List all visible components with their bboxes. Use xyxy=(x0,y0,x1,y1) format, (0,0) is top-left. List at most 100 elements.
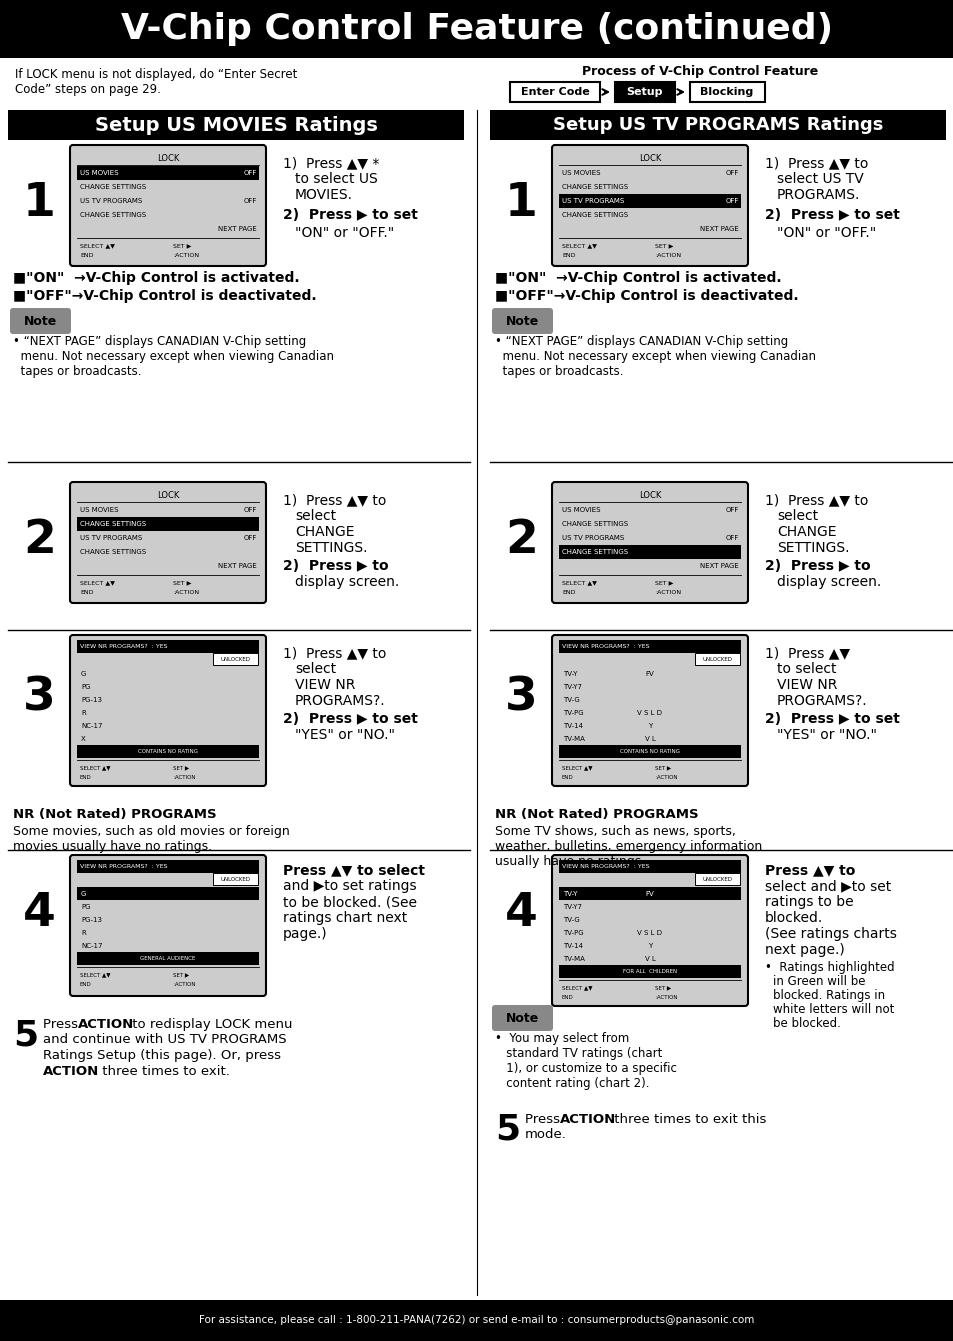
Text: US MOVIES: US MOVIES xyxy=(80,170,118,176)
Text: page.): page.) xyxy=(283,927,327,941)
Text: END: END xyxy=(561,995,573,999)
Text: Press ▲▼ to: Press ▲▼ to xyxy=(764,864,855,877)
Text: Ratings Setup (this page). Or, press: Ratings Setup (this page). Or, press xyxy=(43,1049,281,1062)
Text: SELECT ▲▼: SELECT ▲▼ xyxy=(80,972,111,978)
Text: For assistance, please call : 1-800-211-PANA(7262) or send e-mail to : consumerp: For assistance, please call : 1-800-211-… xyxy=(199,1316,754,1325)
Text: 1)  Press ▲▼ to: 1) Press ▲▼ to xyxy=(283,646,386,660)
Text: "YES" or "NO.": "YES" or "NO." xyxy=(776,728,876,742)
Text: PROGRAMS?.: PROGRAMS?. xyxy=(776,695,866,708)
Text: SET ▶: SET ▶ xyxy=(172,244,192,248)
Text: to be blocked. (See: to be blocked. (See xyxy=(283,894,416,909)
Text: :ACTION: :ACTION xyxy=(172,982,195,987)
Text: 4: 4 xyxy=(504,890,537,936)
Text: OFF: OFF xyxy=(725,507,739,514)
Text: CHANGE SETTINGS: CHANGE SETTINGS xyxy=(80,184,146,190)
Text: END: END xyxy=(80,775,91,779)
Text: US TV PROGRAMS: US TV PROGRAMS xyxy=(80,198,142,204)
Text: CONTAINS NO RATING: CONTAINS NO RATING xyxy=(619,748,679,754)
Text: blocked.: blocked. xyxy=(764,911,822,925)
Bar xyxy=(558,746,740,758)
Bar xyxy=(77,886,258,900)
Text: VIEW NR: VIEW NR xyxy=(294,679,355,692)
Text: SELECT ▲▼: SELECT ▲▼ xyxy=(561,581,597,586)
Text: 2: 2 xyxy=(23,518,56,562)
Text: FV: FV xyxy=(645,670,654,676)
Text: OFF: OFF xyxy=(243,170,256,176)
Text: 2)  Press ▶ to: 2) Press ▶ to xyxy=(764,559,870,573)
Bar xyxy=(0,0,953,58)
Text: CHANGE: CHANGE xyxy=(776,524,836,539)
Text: Note: Note xyxy=(505,315,538,327)
Bar xyxy=(695,873,740,885)
Bar xyxy=(558,860,740,873)
Text: "ON" or "OFF.": "ON" or "OFF." xyxy=(776,227,876,240)
Text: select US TV: select US TV xyxy=(776,172,862,186)
Text: V-Chip Control Feature (continued): V-Chip Control Feature (continued) xyxy=(121,12,832,46)
Text: UNLOCKED: UNLOCKED xyxy=(702,877,732,881)
Text: TV-PG: TV-PG xyxy=(562,929,583,936)
Text: VIEW NR PROGRAMS?  : YES: VIEW NR PROGRAMS? : YES xyxy=(80,644,168,649)
Text: TV-14: TV-14 xyxy=(562,723,582,728)
Text: TV-Y: TV-Y xyxy=(562,670,577,676)
Text: Some TV shows, such as news, sports,
weather, bulletins, emergency information
u: Some TV shows, such as news, sports, wea… xyxy=(495,825,761,868)
Text: CHANGE SETTINGS: CHANGE SETTINGS xyxy=(561,184,627,190)
Text: NC-17: NC-17 xyxy=(81,943,102,948)
Text: ■"OFF"→V-Chip Control is deactivated.: ■"OFF"→V-Chip Control is deactivated. xyxy=(495,290,798,303)
Text: END: END xyxy=(561,252,575,257)
Text: 1)  Press ▲▼ to: 1) Press ▲▼ to xyxy=(283,493,386,507)
Text: NEXT PAGE: NEXT PAGE xyxy=(218,227,256,232)
Text: mode.: mode. xyxy=(524,1128,566,1141)
Text: select and ▶to set: select and ▶to set xyxy=(764,878,890,893)
Bar xyxy=(615,82,675,102)
Text: LOCK: LOCK xyxy=(156,491,179,499)
Text: Setup: Setup xyxy=(626,87,662,97)
Text: select: select xyxy=(776,510,818,523)
Text: R: R xyxy=(81,709,86,716)
Text: 2)  Press ▶ to: 2) Press ▶ to xyxy=(283,559,388,573)
Text: US MOVIES: US MOVIES xyxy=(561,507,599,514)
Text: ACTION: ACTION xyxy=(559,1113,616,1126)
FancyBboxPatch shape xyxy=(552,145,747,266)
Text: display screen.: display screen. xyxy=(294,575,399,589)
Text: OFF: OFF xyxy=(243,198,256,204)
Text: :ACTION: :ACTION xyxy=(655,775,677,779)
Text: X: X xyxy=(81,735,86,742)
Text: SELECT ▲▼: SELECT ▲▼ xyxy=(561,244,597,248)
Bar xyxy=(490,110,945,139)
Text: white letters will not: white letters will not xyxy=(772,1003,893,1016)
Text: ■"ON"  →V-Chip Control is activated.: ■"ON" →V-Chip Control is activated. xyxy=(495,271,781,286)
Text: CHANGE SETTINGS: CHANGE SETTINGS xyxy=(80,522,146,527)
Text: UNLOCKED: UNLOCKED xyxy=(221,657,251,661)
FancyBboxPatch shape xyxy=(70,856,266,996)
Text: LOCK: LOCK xyxy=(639,491,660,499)
Text: V L: V L xyxy=(644,735,655,742)
Text: Setup US TV PROGRAMS Ratings: Setup US TV PROGRAMS Ratings xyxy=(552,117,882,134)
Text: V L: V L xyxy=(644,956,655,961)
Text: PROGRAMS.: PROGRAMS. xyxy=(776,188,860,202)
Text: 2: 2 xyxy=(504,518,537,562)
Text: NC-17: NC-17 xyxy=(81,723,102,728)
Text: GENERAL AUDIENCE: GENERAL AUDIENCE xyxy=(140,956,195,960)
Text: NR (Not Rated) PROGRAMS: NR (Not Rated) PROGRAMS xyxy=(495,809,698,821)
Text: three times to exit.: three times to exit. xyxy=(98,1065,230,1078)
Text: PG: PG xyxy=(81,684,91,689)
Bar xyxy=(558,966,740,978)
Text: END: END xyxy=(80,252,93,257)
Text: SELECT ▲▼: SELECT ▲▼ xyxy=(80,244,114,248)
Text: Y: Y xyxy=(647,943,652,948)
Text: and continue with US TV PROGRAMS: and continue with US TV PROGRAMS xyxy=(43,1033,286,1046)
Text: :ACTION: :ACTION xyxy=(172,590,199,594)
Text: END: END xyxy=(80,982,91,987)
Text: 5: 5 xyxy=(495,1113,519,1147)
Text: G: G xyxy=(81,890,87,897)
Text: next page.): next page.) xyxy=(764,943,843,957)
Text: SELECT ▲▼: SELECT ▲▼ xyxy=(561,986,592,991)
Text: TV-14: TV-14 xyxy=(562,943,582,948)
Text: TV-G: TV-G xyxy=(562,916,579,923)
Text: 2)  Press ▶ to set: 2) Press ▶ to set xyxy=(764,712,899,725)
Text: V S L D: V S L D xyxy=(637,929,661,936)
Text: OFF: OFF xyxy=(725,170,739,176)
Text: VIEW NR PROGRAMS?  : YES: VIEW NR PROGRAMS? : YES xyxy=(561,644,649,649)
Text: • “NEXT PAGE” displays CANADIAN V-Chip setting
  menu. Not necessary except when: • “NEXT PAGE” displays CANADIAN V-Chip s… xyxy=(13,335,334,378)
Text: OFF: OFF xyxy=(725,198,739,204)
